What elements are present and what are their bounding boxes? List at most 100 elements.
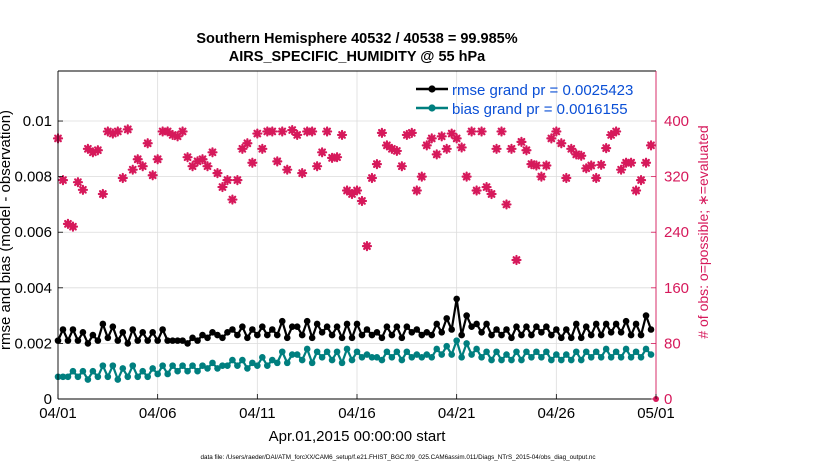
bias-point [214, 365, 221, 372]
bias-point [343, 345, 351, 353]
obs-evaluated-point [102, 126, 113, 137]
obs-evaluated-point [107, 128, 118, 139]
bias-point [617, 354, 625, 361]
bias-point [323, 348, 331, 356]
rmse-point [89, 331, 97, 339]
rmse-point [453, 295, 460, 303]
y-right-tick-label: 400 [664, 113, 689, 130]
bias-point [119, 365, 127, 372]
bias-point [144, 373, 151, 381]
rmse-point [582, 323, 590, 331]
bias-point [647, 351, 655, 358]
rmse-point [478, 328, 485, 336]
bias-point [413, 351, 421, 358]
rmse-point [214, 331, 221, 339]
rmse-point [528, 331, 535, 339]
obs-evaluated-point [277, 126, 288, 137]
bias-point [587, 354, 595, 361]
bias-point [622, 345, 630, 353]
rmse-point [503, 326, 510, 333]
bias-point [592, 348, 600, 356]
obs-evaluated-point [496, 126, 507, 137]
bias-point [328, 356, 336, 364]
obs-evaluated-point [207, 147, 218, 158]
rmse-point [572, 320, 580, 328]
bias-point [378, 356, 386, 364]
rmse-point [428, 331, 436, 339]
bias-point [109, 362, 117, 369]
obs-evaluated-point [307, 126, 318, 137]
legend: rmse grand pr = 0.0025423 bias grand pr … [416, 82, 633, 118]
obs-evaluated-point [411, 185, 422, 196]
rmse-point [358, 331, 366, 339]
legend-rmse-label: rmse grand pr = 0.0025423 [452, 82, 633, 99]
obs-evaluated-point [197, 154, 208, 165]
rmse-point [388, 331, 396, 339]
rmse-point [577, 334, 585, 342]
obs-evaluated-point [591, 172, 602, 184]
rmse-point [249, 326, 256, 333]
bias-point [298, 356, 306, 364]
rmse-point [553, 326, 560, 333]
rmse-point [558, 334, 565, 342]
obs-evaluated-point [232, 175, 243, 186]
bias-point [224, 362, 231, 369]
rmse-point [398, 334, 406, 342]
obs-evaluated-point [431, 149, 442, 160]
rmse-point [548, 331, 555, 339]
y-right-tick-label: 160 [664, 280, 689, 297]
rmse-point [328, 331, 336, 339]
data-file-footer: data file: /Users/raeder/DAI/ATM_forcXX/… [200, 454, 595, 461]
rmse-point [144, 337, 151, 344]
bias-point [239, 356, 246, 364]
obs-evaluated-point [446, 128, 457, 139]
obs-evaluated-point [371, 159, 383, 170]
bias-point [249, 359, 256, 367]
bias-point [473, 345, 480, 353]
obs-evaluated-point [491, 143, 502, 154]
obs-evaluated-point [645, 140, 657, 151]
x-tick-label: 04/16 [338, 405, 376, 422]
bias-point [89, 367, 97, 375]
bias-point [368, 354, 376, 361]
bias-point [99, 362, 107, 369]
obs-evaluated-point [187, 161, 198, 172]
bias-point [567, 356, 575, 364]
obs-evaluated-point [57, 175, 69, 186]
rmse-point [637, 331, 645, 339]
rmse-point [119, 328, 127, 336]
obs-evaluated-point [396, 161, 407, 172]
rmse-point [433, 320, 441, 328]
obs-evaluated-point [561, 172, 572, 184]
rmse-point [533, 323, 540, 331]
rmse-point [393, 323, 401, 331]
obs-evaluated-point [297, 168, 308, 179]
bias-point [373, 354, 381, 361]
rmse-point [159, 326, 166, 333]
rmse-point [174, 337, 181, 344]
y-left-tick-label: 0.01 [23, 113, 52, 130]
obs-evaluated-point [227, 194, 238, 205]
bias-point [64, 373, 72, 381]
obs-evaluated-point [137, 161, 148, 172]
bias-point [59, 373, 67, 381]
bias-point [194, 367, 201, 375]
rmse-point [498, 331, 505, 339]
rmse-point [383, 323, 391, 331]
rmse-point [483, 320, 490, 328]
obs-evaluated-point [67, 221, 79, 232]
bias-point [134, 373, 142, 381]
bias-point [393, 348, 401, 356]
obs-evaluated-point [361, 241, 373, 252]
bias-point [388, 354, 396, 361]
obs-evaluated-point [586, 160, 597, 171]
obs-evaluated-point [252, 128, 263, 139]
rmse-point [74, 337, 82, 344]
rmse-point [333, 323, 341, 331]
bias-point [632, 348, 640, 356]
obs-evaluated-point [272, 156, 283, 167]
chart-title-line1: Southern Hemisphere 40532 / 40538 = 99.9… [196, 31, 517, 47]
rmse-point [114, 337, 122, 344]
bias-point [139, 367, 147, 375]
